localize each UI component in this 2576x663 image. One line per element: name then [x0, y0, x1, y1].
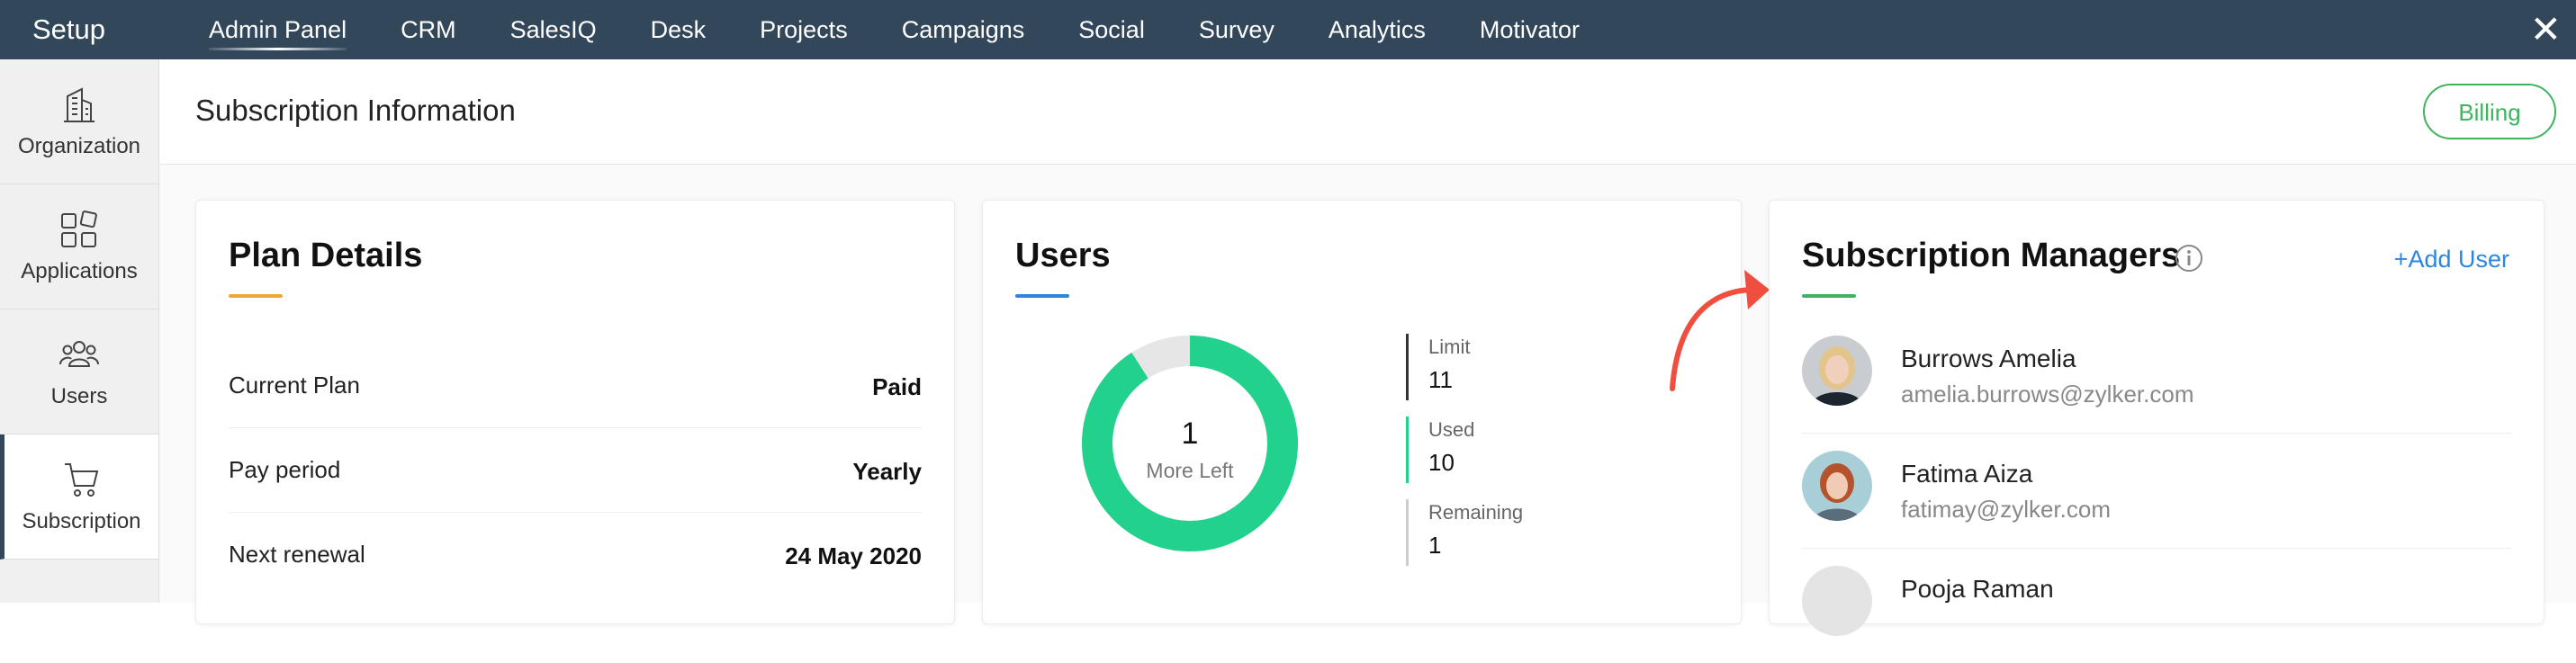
users-icon: [59, 341, 99, 367]
nav-crm[interactable]: CRM: [401, 16, 456, 43]
donut-used-arc: [1082, 336, 1298, 551]
sidebar-item-users[interactable]: Users: [0, 309, 158, 435]
building-icon: [64, 87, 95, 122]
card-title: Plan Details: [229, 237, 423, 274]
page-title: Subscription Information: [195, 94, 516, 127]
sidebar-item-applications[interactable]: Applications: [0, 184, 158, 309]
nav-desk[interactable]: Desk: [650, 16, 707, 43]
top-nav: Admin Panel CRM SalesIQ Desk Projects Ca…: [209, 0, 1634, 59]
title-underline: [1802, 294, 1856, 298]
row-value: Paid: [872, 373, 922, 400]
nav-motivator[interactable]: Motivator: [1479, 16, 1580, 43]
stat-used: Used 10: [1406, 417, 1474, 483]
stat-value: 10: [1428, 449, 1455, 476]
stat-label: Remaining: [1428, 501, 1524, 524]
plan-details-card: Plan Details Current Plan Paid Pay perio…: [195, 200, 955, 624]
users-card: Users 1 More Left Limit 11 Used 10 Remai…: [982, 200, 1742, 624]
sidebar-item-organization[interactable]: Organization: [0, 59, 158, 184]
card-title: Subscription Managers: [1802, 237, 2181, 274]
annotation-arrow: [1670, 270, 1770, 391]
sidebar-item-label: Users: [50, 384, 108, 408]
arrow-shaft: [1670, 287, 1758, 391]
title-underline: [1015, 294, 1069, 298]
subscription-managers-card: Subscription Managers +Add User Burrows …: [1769, 200, 2544, 636]
donut-center-label: More Left: [1146, 459, 1234, 482]
manager-name: Burrows Amelia: [1901, 345, 2076, 372]
donut-center-value: 1: [1182, 417, 1199, 451]
plan-row-current-plan: Current Plan Paid: [229, 345, 922, 428]
nav-admin-panel[interactable]: Admin Panel: [209, 0, 347, 59]
stat-label: Limit: [1428, 336, 1471, 358]
stat-limit: Limit 11: [1406, 334, 1470, 400]
plan-row-pay-period: Pay period Yearly: [229, 429, 922, 513]
main-content: Subscription Information Billing Plan De…: [159, 59, 2576, 636]
card-title: Users: [1015, 237, 1111, 274]
nav-salesiq[interactable]: SalesIQ: [509, 16, 597, 43]
top-bar: Setup Admin Panel CRM SalesIQ Desk Proje…: [0, 0, 2576, 59]
manager-item: Burrows Amelia amelia.burrows@zylker.com: [1802, 318, 2511, 434]
row-value: Yearly: [852, 458, 922, 485]
nav-projects[interactable]: Projects: [760, 16, 848, 43]
stat-remaining: Remaining 1: [1406, 499, 1523, 566]
nav-campaigns[interactable]: Campaigns: [901, 16, 1025, 43]
manager-item: Fatima Aiza fatimay@zylker.com: [1802, 433, 2511, 549]
manager-name: Fatima Aiza: [1901, 460, 2033, 488]
sidebar-item-subscription[interactable]: Subscription: [0, 435, 158, 560]
sidebar: Organization Applications Users Subscrip…: [0, 59, 159, 603]
avatar: [1802, 336, 1872, 406]
nav-survey[interactable]: Survey: [1198, 16, 1274, 43]
cart-icon: [64, 463, 98, 497]
row-value: 24 May 2020: [785, 542, 922, 569]
avatar: [1802, 451, 1872, 521]
avatar: [1802, 566, 1872, 636]
row-label: Next renewal: [229, 541, 365, 568]
setup-title: Setup: [32, 13, 106, 45]
users-stats: Limit 11 Used 10 Remaining 1: [1406, 334, 1676, 595]
stat-label: Used: [1428, 418, 1475, 441]
row-label: Current Plan: [229, 372, 360, 399]
stat-value: 11: [1428, 366, 1453, 393]
billing-button[interactable]: Billing: [2423, 84, 2556, 139]
manager-email: fatimay@zylker.com: [1901, 496, 2111, 523]
info-icon[interactable]: [2175, 244, 2203, 273]
row-label: Pay period: [229, 456, 341, 483]
title-underline: [229, 294, 283, 298]
stat-value: 1: [1428, 532, 1442, 559]
close-icon[interactable]: ✕: [2529, 8, 2562, 50]
nav-social[interactable]: Social: [1078, 16, 1145, 43]
manager-name: Pooja Raman: [1901, 575, 2054, 603]
sidebar-item-label: Organization: [17, 134, 141, 158]
users-donut-chart: 1 More Left: [1082, 336, 1298, 551]
sidebar-item-label: Applications: [21, 259, 138, 283]
sidebar-item-label: Subscription: [22, 509, 141, 533]
manager-email: amelia.burrows@zylker.com: [1901, 381, 2194, 408]
apps-grid-icon: [61, 211, 97, 247]
page-header: Subscription Information Billing: [159, 59, 2576, 165]
arrow-head: [1744, 270, 1770, 309]
nav-analytics[interactable]: Analytics: [1328, 16, 1426, 43]
plan-row-next-renewal: Next renewal 24 May 2020: [229, 514, 922, 596]
manager-item: Pooja Raman: [1802, 548, 2511, 663]
add-user-button[interactable]: +Add User: [2393, 246, 2509, 273]
